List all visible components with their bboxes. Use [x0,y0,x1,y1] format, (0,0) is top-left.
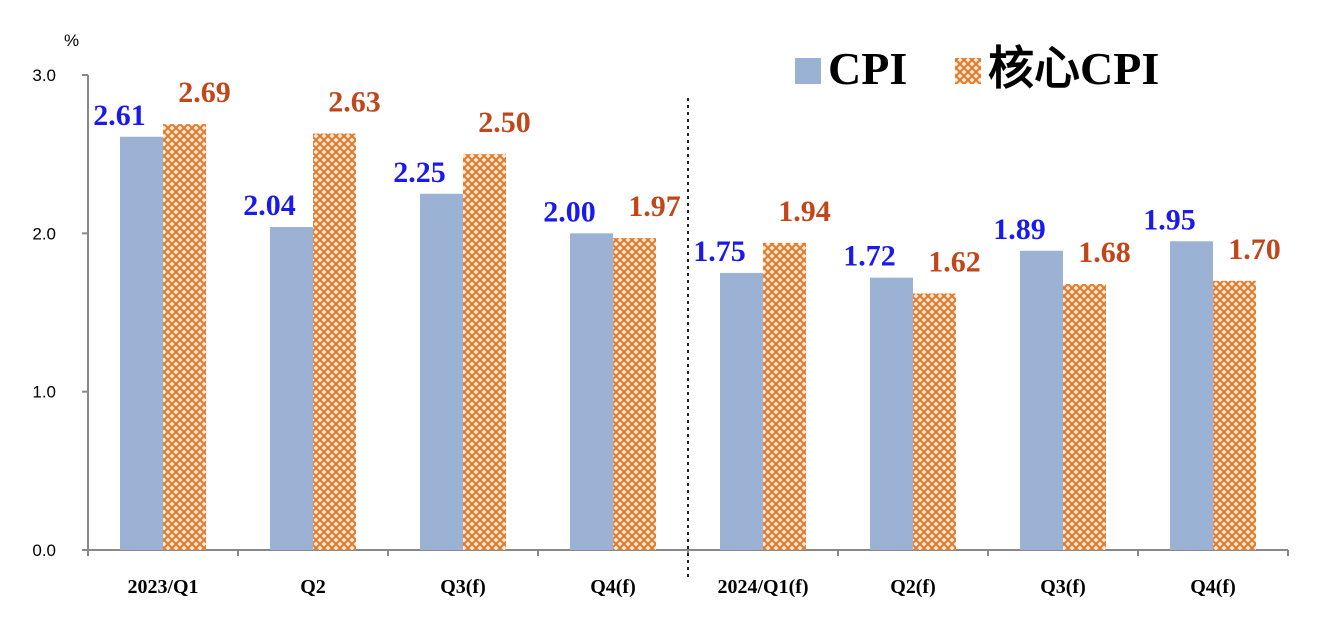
cpi-bar [870,277,913,550]
bars [120,124,1256,551]
axes [87,75,1289,578]
y-tick-label: 3.0 [32,66,56,85]
cpi-value-label: 1.75 [693,235,746,268]
core-cpi-value-label: 1.68 [1078,236,1131,269]
x-category-label: 2023/Q1 [127,576,198,598]
core-cpi-value-label: 1.97 [628,190,681,223]
cpi-value-label: 1.72 [843,240,896,273]
core-cpi-value-label: 2.63 [328,86,381,119]
legend-swatch-core-cpi [955,58,981,84]
core-cpi-bar [913,293,956,550]
cpi-bar [120,136,163,550]
core-cpi-bar [1213,280,1256,550]
core-cpi-bar [463,154,506,550]
legend-label-core-cpi: 核心CPI [988,43,1159,94]
y-tick-label: 1.0 [32,383,56,402]
cpi-bar [1170,241,1213,550]
cpi-value-label: 2.00 [543,195,596,228]
core-cpi-bar [613,238,656,551]
core-cpi-bar [313,133,356,551]
y-tick-label: 2.0 [32,224,56,243]
x-category-label: Q2(f) [890,576,936,598]
core-cpi-bar [163,124,206,550]
cpi-bar [570,233,613,551]
category-labels: 2023/Q1 Q2 Q3(f) Q4(f) 2024/Q1(f) Q2(f) Q3(f) Q… [127,576,1235,598]
cpi-value-label: 2.61 [93,99,146,132]
y-axis-unit-label: % [64,31,79,50]
y-axis-ticks: 0.0 1.0 2.0 3.0 [32,66,88,560]
x-category-label: Q3(f) [1040,576,1086,598]
core-cpi-value-label: 1.94 [778,195,831,228]
cpi-value-label: 1.89 [993,213,1046,246]
x-category-label: 2024/Q1(f) [717,576,808,598]
cpi-bar [270,227,313,550]
x-category-label: Q4(f) [1190,576,1236,598]
cpi-value-label: 2.25 [393,156,446,189]
x-category-label: Q2 [300,576,326,598]
x-category-label: Q4(f) [590,576,636,598]
cpi-value-label: 2.04 [243,189,296,222]
cpi-bar [1020,250,1063,550]
legend: CPI 核心CPI [795,43,1159,94]
core-cpi-value-label: 2.69 [178,76,231,109]
value-labels: 2.61 2.69 2.04 2.63 2.25 2.50 2.00 1.97 1.75 1.94… [93,76,1281,278]
x-category-label: Q3(f) [440,576,486,598]
cpi-bar [720,272,763,550]
core-cpi-value-label: 2.50 [478,106,531,139]
cpi-value-label: 1.95 [1143,203,1196,236]
cpi-bar [420,193,463,550]
core-cpi-value-label: 1.70 [1228,233,1281,266]
core-cpi-bar [1063,284,1106,550]
core-cpi-value-label: 1.62 [928,246,981,279]
legend-label-cpi: CPI [828,43,907,94]
core-cpi-bar [763,242,806,551]
y-tick-label: 0.0 [32,541,56,560]
legend-swatch-cpi [795,58,821,84]
